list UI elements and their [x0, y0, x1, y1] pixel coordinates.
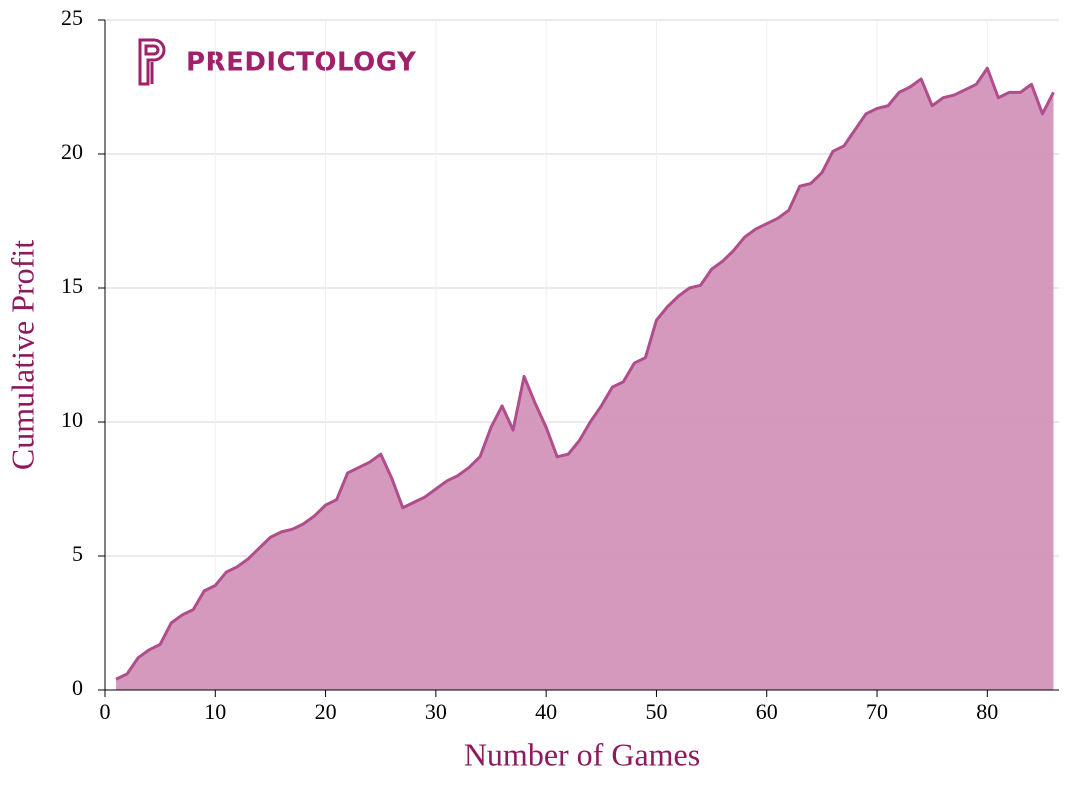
y-tick-label: 5 — [72, 541, 83, 566]
y-tick-label: 10 — [61, 407, 83, 432]
x-tick-label: 10 — [204, 699, 226, 724]
x-tick-label: 20 — [315, 699, 337, 724]
x-tick-label: 40 — [535, 699, 557, 724]
logo-icon — [138, 38, 166, 86]
line — [115, 66, 1055, 681]
y-tick-label: 25 — [61, 5, 83, 30]
logo-icon — [144, 44, 160, 84]
y-tick-label: 0 — [72, 675, 83, 700]
area — [116, 68, 1054, 691]
plot: 0 5 10 15 20 25 0 10 20 30 40 50 60 70 80 — [61, 5, 1059, 724]
y-tick-label: 20 — [61, 139, 83, 164]
x-tick-label: 80 — [976, 699, 998, 724]
logo-text: PREDICTOLOGY — [186, 48, 417, 78]
x-tick-label: 70 — [866, 699, 888, 724]
x-tick-label: 50 — [645, 699, 667, 724]
x-tick-label: 60 — [756, 699, 778, 724]
x-tick-label: 0 — [100, 699, 111, 724]
x-axis-title: Number of Games — [464, 736, 700, 772]
logo: PREDICTOLOGY — [138, 38, 417, 86]
y-axis-title: Cumulative Profit — [4, 240, 40, 470]
y-tick-label: 15 — [61, 273, 83, 298]
x-tick-label: 30 — [425, 699, 447, 724]
